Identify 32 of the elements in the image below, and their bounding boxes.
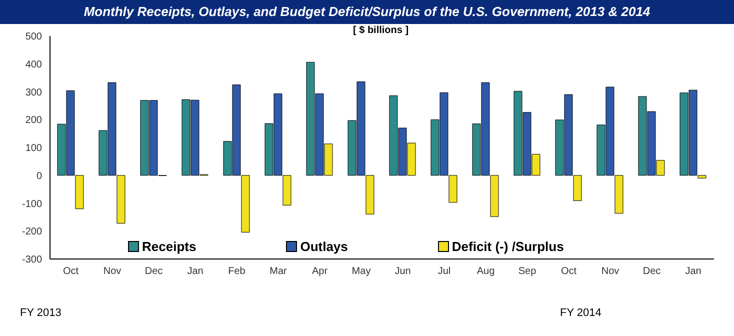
y-tick-label: 300 xyxy=(25,87,42,98)
chart-subtitle: [ $ billions ] xyxy=(353,25,409,36)
x-tick-label: Nov xyxy=(601,266,620,278)
x-tick-label: Jun xyxy=(394,266,411,278)
text: FY 2014 xyxy=(560,307,602,319)
legend-label: Deficit (-) /Surplus xyxy=(450,239,564,254)
y-tick-label: 200 xyxy=(25,115,42,126)
x-tick-label: Jan xyxy=(685,266,702,278)
x-tick-label: Oct xyxy=(560,266,577,278)
x-tick-label: Jul xyxy=(438,266,451,278)
legend-label: Receipts xyxy=(141,239,196,254)
x-tick-label: Apr xyxy=(312,266,328,278)
x-tick-label: May xyxy=(352,266,371,278)
x-tick-label: Jan xyxy=(187,266,204,278)
x-tick-label: Feb xyxy=(228,266,246,278)
x-tick-label: Oct xyxy=(62,266,79,278)
y-tick-label: -200 xyxy=(22,226,42,238)
y-tick-label: -100 xyxy=(22,198,42,210)
x-tick-label: Dec xyxy=(642,266,661,278)
x-tick-label: Dec xyxy=(144,266,163,278)
y-tick-label: 0 xyxy=(36,170,42,182)
x-tick-label: Nov xyxy=(103,266,122,278)
y-tick-label: 100 xyxy=(25,143,42,154)
x-tick-label: Mar xyxy=(270,266,288,278)
text: FY 2013 xyxy=(20,307,62,319)
legend-label: Outlays xyxy=(299,239,348,254)
chart-title: Monthly Receipts, Outlays, and Budget Deficit/Surplus of the U.S. Government, 2013 & 2014 xyxy=(0,0,734,24)
y-tick-label: 500 xyxy=(25,32,42,43)
x-tick-label: Aug xyxy=(476,266,495,278)
x-tick-label: Sep xyxy=(518,266,537,278)
y-tick-label: -300 xyxy=(22,254,42,266)
y-tick-label: 400 xyxy=(25,59,42,70)
